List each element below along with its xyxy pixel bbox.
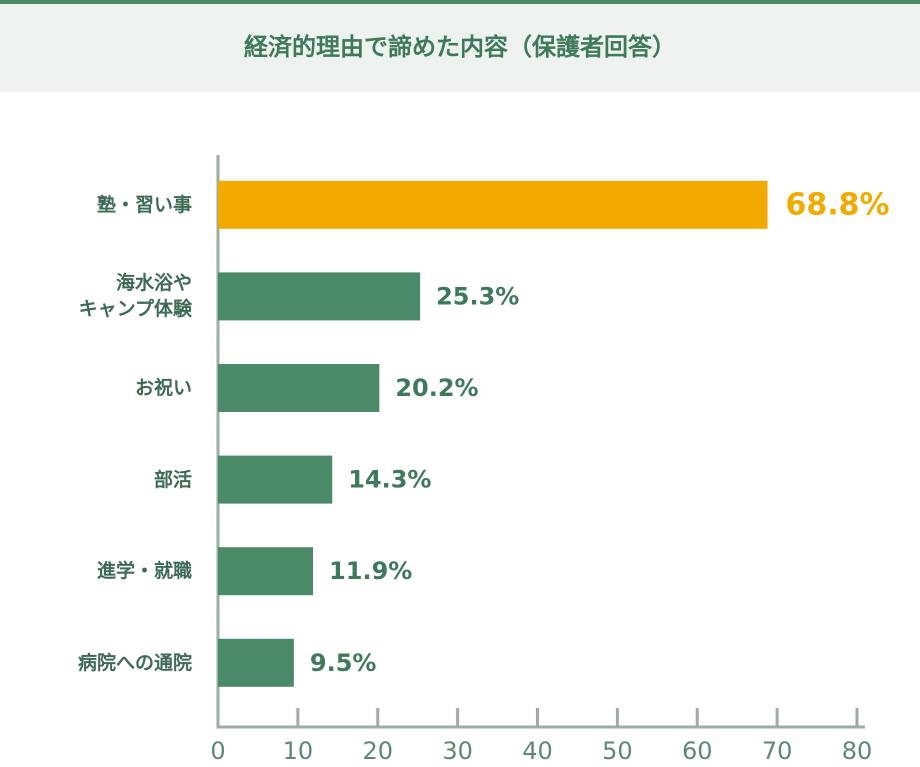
x-tick-label: 0 (210, 737, 225, 765)
category-label: 海水浴や キャンプ体験 (78, 272, 192, 321)
value-label: 68.8% (786, 187, 890, 222)
header-band (0, 0, 920, 92)
value-label: 25.3% (436, 282, 519, 310)
x-tick-label: 30 (442, 737, 473, 765)
x-tick-label: 70 (762, 737, 793, 765)
x-tick-label: 60 (682, 737, 713, 765)
x-tick-label: 10 (283, 737, 314, 765)
x-tick-label: 50 (602, 737, 633, 765)
value-label: 11.9% (329, 557, 412, 585)
category-label: 病院への通院 (77, 651, 192, 674)
bar (218, 547, 314, 596)
value-label: 14.3% (348, 466, 431, 494)
x-tick-label: 20 (362, 737, 393, 765)
header-rule (0, 0, 920, 4)
bar (218, 638, 294, 687)
bar (218, 272, 421, 321)
bar (218, 364, 380, 412)
category-label: 部活 (153, 468, 192, 491)
x-tick-label: 80 (842, 737, 873, 765)
category-label: お祝い (134, 377, 192, 399)
x-tick-label: 40 (522, 737, 553, 765)
bar (218, 180, 768, 229)
value-label: 20.2% (395, 374, 478, 402)
chart-title: 経済的理由で諦めた内容（保護者回答） (244, 33, 676, 61)
value-label: 9.5% (310, 649, 377, 677)
category-label: 進学・就職 (96, 560, 192, 583)
category-label: 塾・習い事 (96, 193, 192, 216)
bar (218, 455, 333, 504)
